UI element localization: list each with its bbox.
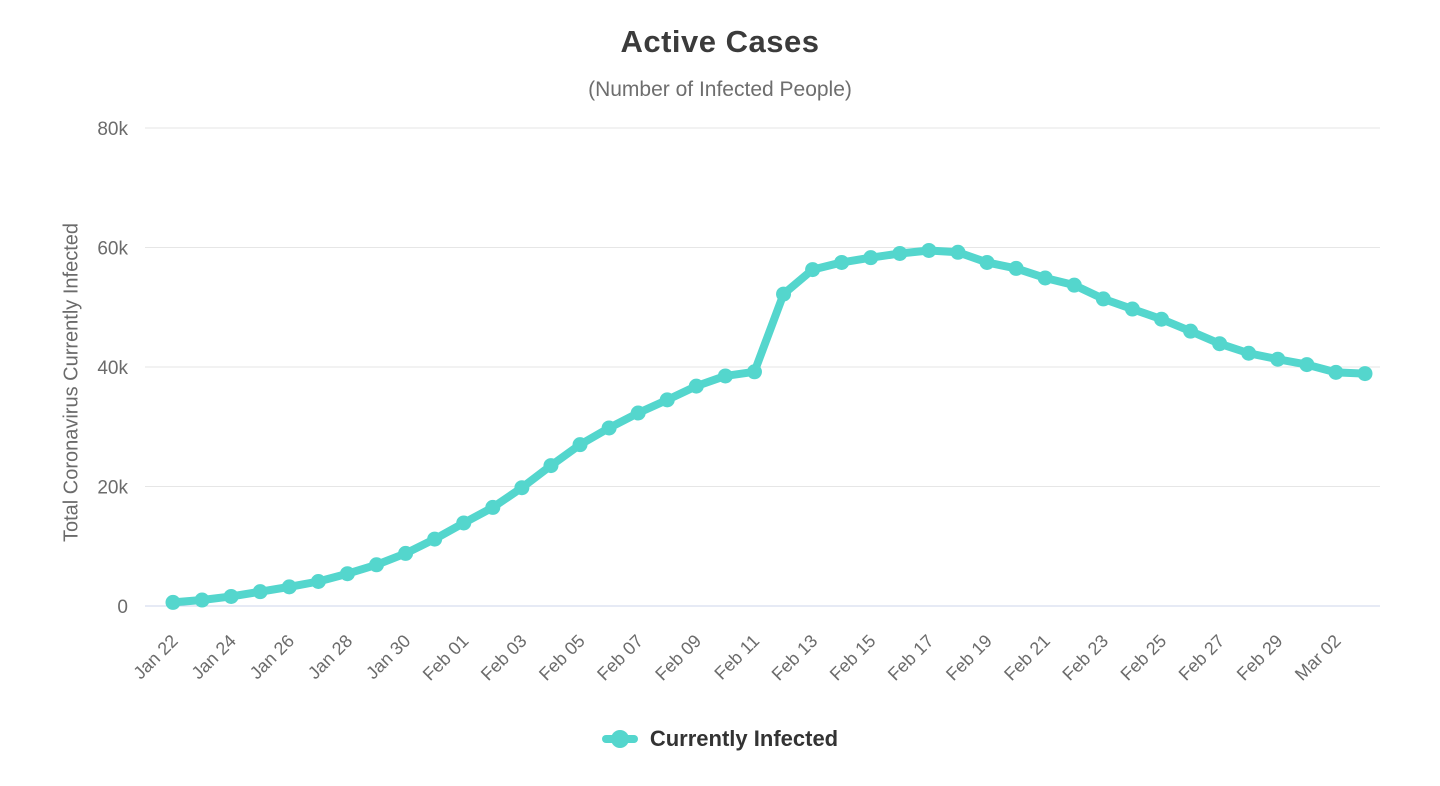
data-point[interactable] [776, 286, 792, 302]
x-tick-label: Jan 22 [129, 631, 181, 683]
data-point[interactable] [1008, 260, 1024, 276]
data-point[interactable] [746, 364, 762, 380]
data-point[interactable] [863, 250, 879, 266]
data-point[interactable] [979, 254, 995, 270]
data-point[interactable] [1241, 345, 1257, 361]
data-point[interactable] [1153, 311, 1169, 327]
data-point[interactable] [601, 420, 617, 436]
x-tick-label: Jan 26 [246, 631, 298, 683]
x-tick-label: Feb 03 [477, 631, 531, 685]
x-tick-label: Feb 29 [1233, 631, 1287, 685]
data-point[interactable] [630, 405, 646, 421]
legend-label: Currently Infected [649, 726, 839, 751]
data-point[interactable] [543, 458, 559, 474]
y-tick-label: 80k [97, 119, 128, 140]
data-point[interactable] [805, 262, 821, 278]
data-point[interactable] [1066, 277, 1082, 293]
data-point[interactable] [194, 592, 210, 608]
data-point[interactable] [252, 584, 268, 600]
x-tick-label: Feb 05 [535, 631, 589, 685]
x-tick-label: Feb 13 [768, 631, 822, 685]
data-point[interactable] [1212, 336, 1228, 352]
data-point[interactable] [485, 499, 501, 515]
x-tick-label: Feb 25 [1117, 631, 1171, 685]
data-point[interactable] [1357, 366, 1373, 382]
currently-infected-line [169, 246, 1369, 607]
data-point[interactable] [950, 244, 966, 260]
data-point[interactable] [281, 579, 297, 595]
y-tick-label: 40k [97, 358, 128, 379]
x-tick-label: Feb 27 [1175, 631, 1229, 685]
data-point[interactable] [717, 368, 733, 384]
y-tick-label: 20k [97, 478, 128, 499]
x-tick-label: Feb 09 [651, 631, 705, 685]
data-point[interactable] [398, 545, 414, 561]
data-point[interactable] [572, 437, 588, 453]
y-tick-label: 60k [97, 239, 128, 260]
data-point[interactable] [339, 566, 355, 582]
data-point[interactable] [514, 480, 530, 496]
chart-title: Active Cases [620, 24, 820, 59]
data-point[interactable] [310, 574, 326, 590]
x-tick-label: Mar 02 [1291, 631, 1345, 685]
data-point[interactable] [1328, 364, 1344, 380]
data-point[interactable] [688, 378, 704, 394]
x-tick-label: Feb 07 [593, 631, 647, 685]
y-tick-label: 0 [117, 597, 128, 618]
data-point[interactable] [1183, 323, 1199, 339]
x-tick-label: Feb 21 [1000, 631, 1054, 685]
data-point[interactable] [427, 531, 443, 547]
data-point[interactable] [892, 245, 908, 261]
x-tick-label: Feb 01 [419, 631, 473, 685]
legend-item-currently-infected[interactable]: Currently Infected [0, 726, 1440, 752]
x-tick-label: Jan 30 [362, 631, 414, 683]
data-point[interactable] [834, 254, 850, 270]
data-point[interactable] [223, 588, 239, 604]
x-tick-label: Feb 15 [826, 631, 880, 685]
x-tick-label: Feb 23 [1058, 631, 1112, 685]
data-point[interactable] [1124, 301, 1140, 317]
x-tick-label: Feb 11 [710, 631, 763, 684]
data-point[interactable] [1037, 270, 1053, 286]
data-point[interactable] [1299, 357, 1315, 373]
x-tick-label: Jan 28 [304, 631, 356, 683]
chart-subtitle: (Number of Infected People) [588, 78, 852, 101]
data-point[interactable] [1270, 351, 1286, 367]
data-point[interactable] [369, 557, 385, 573]
x-tick-label: Feb 17 [884, 631, 938, 685]
data-point[interactable] [921, 242, 937, 258]
x-tick-label: Jan 24 [188, 631, 240, 683]
data-point[interactable] [165, 594, 181, 610]
data-point[interactable] [659, 392, 675, 408]
x-tick-label: Feb 19 [942, 631, 996, 685]
data-point[interactable] [456, 515, 472, 531]
legend-line-marker-icon [601, 730, 638, 748]
data-point[interactable] [1095, 291, 1111, 307]
